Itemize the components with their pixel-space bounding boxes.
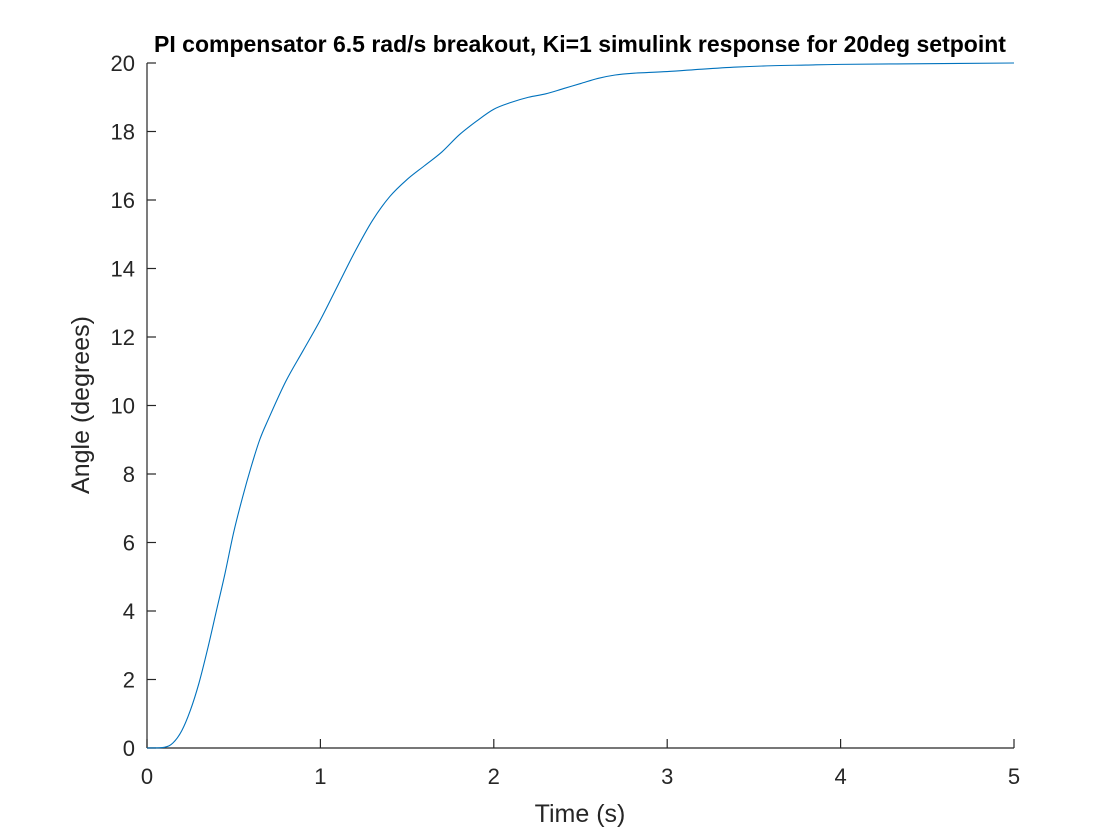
x-tick-label: 4: [834, 764, 846, 789]
series-line: [146, 62, 1015, 749]
axes: [146, 63, 1014, 749]
x-tick-label: 1: [314, 764, 326, 789]
y-tick-label: 20: [111, 51, 135, 76]
y-tick-label: 8: [123, 462, 135, 487]
y-tick-label: 10: [111, 394, 135, 419]
x-axis-label: Time (s): [535, 800, 626, 828]
y-tick-label: 6: [123, 531, 135, 556]
y-axis-label: Angle (degrees): [67, 316, 95, 494]
y-tick-label: 14: [111, 257, 135, 282]
y-tick-label: 12: [111, 325, 135, 350]
x-tick-label: 2: [488, 764, 500, 789]
series-layer: [146, 62, 1015, 749]
chart-title: PI compensator 6.5 rad/s breakout, Ki=1 …: [154, 31, 1006, 57]
x-tick-label: 0: [141, 764, 153, 789]
y-tick-label: 4: [123, 599, 135, 624]
y-tick-label: 2: [123, 668, 135, 693]
x-tick-label: 3: [661, 764, 673, 789]
y-tick-label: 18: [111, 120, 135, 145]
y-tick-label: 16: [111, 188, 135, 213]
x-tick-label: 5: [1008, 764, 1020, 789]
y-tick-label: 0: [123, 736, 135, 761]
